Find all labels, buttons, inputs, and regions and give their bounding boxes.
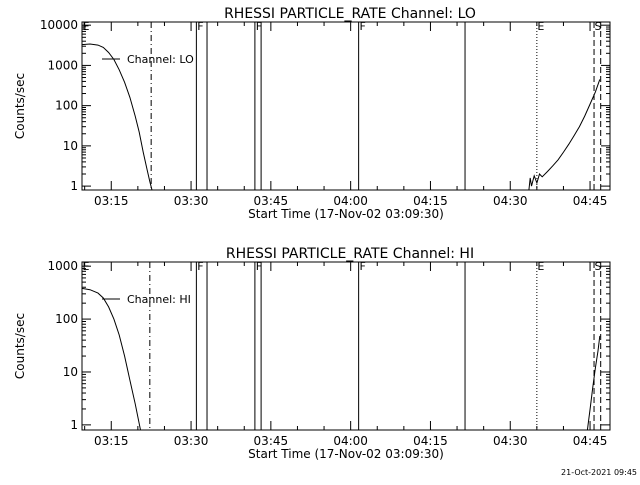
y-tick-label: 100 <box>55 99 78 113</box>
event-marker-label: F <box>359 20 365 33</box>
x-tick-label: 04:45 <box>573 434 608 448</box>
x-tick-label: 03:30 <box>174 434 209 448</box>
event-marker-label: F <box>256 260 262 273</box>
x-tick-label: 04:15 <box>413 434 448 448</box>
x-tick-label: 04:30 <box>493 194 528 208</box>
plot-title: RHESSI PARTICLE_RATE Channel: HI <box>226 246 474 262</box>
y-tick-label: 1000 <box>47 58 78 72</box>
x-tick-label: 04:00 <box>333 434 368 448</box>
x-tick-label: 04:45 <box>573 194 608 208</box>
event-marker-label: E <box>83 260 90 273</box>
event-marker-label: F <box>197 260 203 273</box>
legend-label: Channel: HI <box>127 293 191 306</box>
x-tick-label: 04:30 <box>493 434 528 448</box>
event-marker-label: E <box>537 260 544 273</box>
y-tick-label: 10 <box>63 365 78 379</box>
y-tick-label: 100 <box>55 312 78 326</box>
y-tick-label: 10000 <box>40 18 78 32</box>
timestamp-label: 21-Oct-2021 09:45 <box>561 468 637 477</box>
x-tick-label: 03:30 <box>174 194 209 208</box>
x-tick-label: 03:45 <box>254 194 289 208</box>
plot-title: RHESSI PARTICLE_RATE Channel: LO <box>224 6 476 22</box>
event-marker-label: F <box>197 20 203 33</box>
event-marker-label: E <box>83 20 90 33</box>
x-tick-label: 04:00 <box>333 194 368 208</box>
series-line-channel-hi <box>82 287 141 430</box>
x-tick-label: 03:45 <box>254 434 289 448</box>
x-tick-label: 03:15 <box>94 194 129 208</box>
series-line-channel-lo <box>82 43 153 190</box>
series-line-channel-lo <box>528 79 601 190</box>
plot-frame <box>81 261 611 431</box>
event-marker-label: S <box>595 20 602 33</box>
y-tick-label: 1 <box>70 179 78 193</box>
plot-frame <box>81 21 611 191</box>
y-tick-label: 1000 <box>47 259 78 273</box>
x-tick-label: 04:15 <box>413 194 448 208</box>
event-marker-label: F <box>256 20 262 33</box>
legend-label: Channel: LO <box>127 53 194 66</box>
y-axis-label: Counts/sec <box>13 73 27 139</box>
series-line-channel-hi <box>586 335 601 430</box>
x-axis-label: Start Time (17-Nov-02 03:09:30) <box>248 447 444 461</box>
y-axis-label: Counts/sec <box>13 313 27 379</box>
event-marker-label: S <box>595 260 602 273</box>
hi-channel-plot: RHESSI PARTICLE_RATE Channel: HI Counts/s… <box>13 246 611 461</box>
y-tick-label: 1 <box>70 418 78 432</box>
event-marker-label: F <box>359 260 365 273</box>
x-axis-label: Start Time (17-Nov-02 03:09:30) <box>248 207 444 221</box>
event-marker-label: E <box>537 20 544 33</box>
x-tick-label: 03:15 <box>94 434 129 448</box>
y-tick-label: 10 <box>63 139 78 153</box>
lo-channel-plot: RHESSI PARTICLE_RATE Channel: LO Counts/s… <box>13 6 611 221</box>
